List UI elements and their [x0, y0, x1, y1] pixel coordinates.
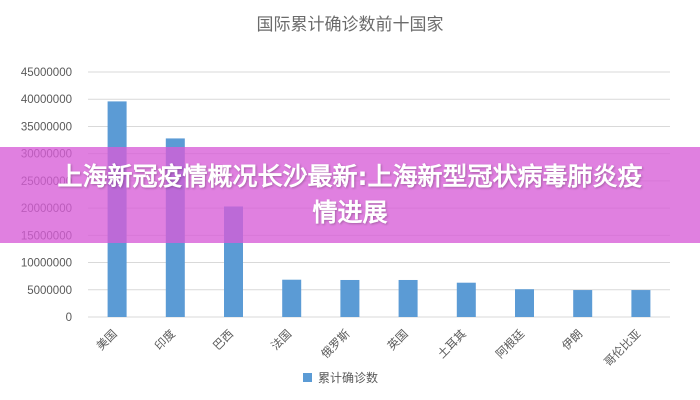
- x-tick-label: 英国: [385, 327, 411, 353]
- overlay-headline: 上海新冠疫情概况长沙最新:上海新型冠状病毒肺炎疫情进展: [57, 162, 643, 227]
- bar-8: [573, 290, 593, 317]
- bar-3: [282, 279, 302, 317]
- x-tick-label: 哥伦比亚: [601, 327, 643, 369]
- x-tick-label: 伊朗: [559, 327, 585, 353]
- x-tick-label: 法国: [268, 327, 294, 353]
- bar-9: [631, 290, 651, 317]
- y-tick-label: 35000000: [21, 121, 72, 133]
- x-tick-label: 俄罗斯: [318, 326, 353, 361]
- bar-6: [456, 282, 476, 317]
- y-tick-label: 45000000: [21, 67, 72, 79]
- legend-swatch: [303, 373, 312, 382]
- y-tick-label: 40000000: [21, 94, 72, 106]
- legend-label: 累计确诊数: [318, 370, 378, 385]
- x-tick-label: 阿根廷: [493, 326, 528, 361]
- x-tick-label: 印度: [152, 326, 179, 353]
- x-axis-tick-labels: 美国 印度 巴西 法国 俄罗斯 英国 土耳其 阿根廷 伊朗 哥伦比亚: [94, 326, 644, 369]
- x-tick-label: 土耳其: [435, 327, 469, 361]
- y-tick-label: 5000000: [27, 285, 72, 297]
- bar-5: [398, 279, 418, 317]
- legend: 累计确诊数: [303, 370, 378, 385]
- bar-4: [340, 279, 360, 317]
- chart-title: 国际累计确诊数前十国家: [257, 15, 444, 35]
- y-tick-label: 0: [66, 312, 72, 324]
- x-tick-label: 美国: [94, 327, 120, 353]
- bar-7: [515, 289, 534, 317]
- x-tick-label: 巴西: [210, 327, 236, 353]
- y-tick-label: 10000000: [21, 258, 72, 270]
- overlay-banner: 上海新冠疫情概况长沙最新:上海新型冠状病毒肺炎疫情进展: [0, 147, 700, 243]
